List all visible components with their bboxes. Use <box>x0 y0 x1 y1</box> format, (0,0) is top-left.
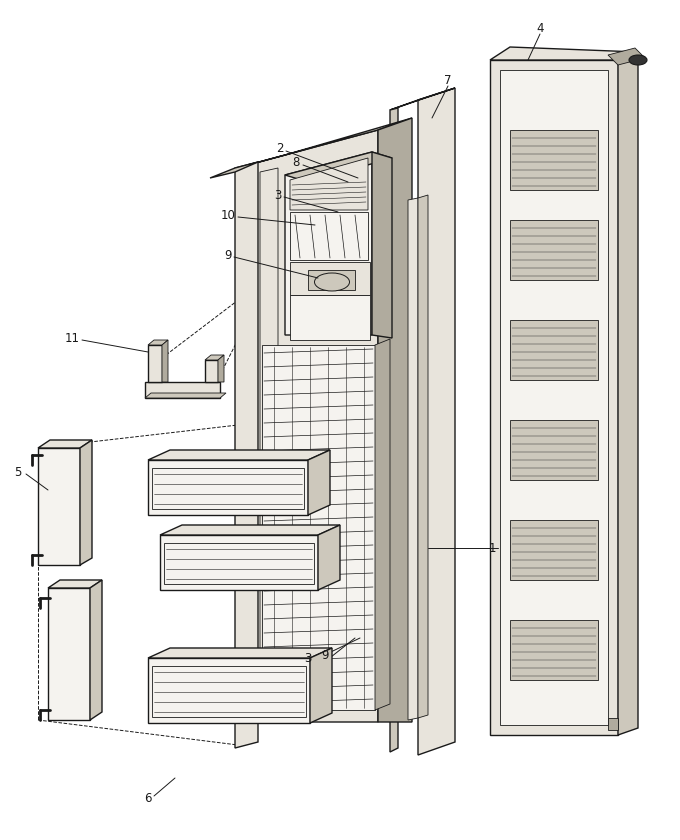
Polygon shape <box>90 580 102 720</box>
Text: 4: 4 <box>537 22 544 34</box>
Text: 9: 9 <box>224 249 232 261</box>
Polygon shape <box>510 220 598 280</box>
Text: 7: 7 <box>444 74 452 87</box>
Polygon shape <box>160 525 340 535</box>
Polygon shape <box>260 168 278 718</box>
Polygon shape <box>48 580 102 588</box>
Polygon shape <box>48 588 90 720</box>
Text: 5: 5 <box>14 465 22 479</box>
Polygon shape <box>375 339 390 710</box>
Text: 3: 3 <box>274 188 282 202</box>
Polygon shape <box>148 450 330 460</box>
Polygon shape <box>148 345 162 382</box>
Text: 9: 9 <box>321 648 328 662</box>
Polygon shape <box>390 88 455 110</box>
Polygon shape <box>80 440 92 565</box>
Text: 11: 11 <box>65 332 80 344</box>
Polygon shape <box>162 340 168 382</box>
Polygon shape <box>148 648 332 658</box>
Polygon shape <box>310 648 332 723</box>
Polygon shape <box>608 48 645 65</box>
Polygon shape <box>608 718 618 730</box>
Polygon shape <box>285 152 372 335</box>
Text: 8: 8 <box>292 155 300 169</box>
Polygon shape <box>510 520 598 580</box>
Text: 6: 6 <box>144 791 152 805</box>
Polygon shape <box>218 355 224 382</box>
Polygon shape <box>510 320 598 380</box>
Polygon shape <box>390 108 398 752</box>
Polygon shape <box>145 393 226 398</box>
Polygon shape <box>148 658 310 723</box>
Polygon shape <box>160 535 318 590</box>
Polygon shape <box>145 382 220 398</box>
Polygon shape <box>290 212 368 260</box>
Polygon shape <box>210 162 258 178</box>
Polygon shape <box>618 52 638 735</box>
Polygon shape <box>148 460 308 515</box>
Polygon shape <box>500 70 608 725</box>
Polygon shape <box>490 60 618 735</box>
Polygon shape <box>38 440 92 448</box>
Polygon shape <box>408 198 418 720</box>
Polygon shape <box>418 88 455 755</box>
Text: 10: 10 <box>220 208 235 222</box>
Polygon shape <box>510 420 598 480</box>
Polygon shape <box>290 295 370 340</box>
Polygon shape <box>510 130 598 190</box>
Polygon shape <box>490 47 638 60</box>
Polygon shape <box>372 152 392 338</box>
Polygon shape <box>262 345 375 710</box>
Polygon shape <box>308 450 330 515</box>
Polygon shape <box>248 118 412 165</box>
Polygon shape <box>205 355 224 360</box>
Polygon shape <box>285 152 392 182</box>
Polygon shape <box>290 158 368 210</box>
Text: 2: 2 <box>276 141 284 155</box>
Polygon shape <box>378 118 412 722</box>
Polygon shape <box>205 360 218 382</box>
Ellipse shape <box>629 55 647 65</box>
Text: 1: 1 <box>488 542 496 554</box>
Polygon shape <box>418 195 428 718</box>
Polygon shape <box>248 130 378 722</box>
Polygon shape <box>148 340 168 345</box>
Polygon shape <box>235 162 258 748</box>
Text: 3: 3 <box>305 652 311 664</box>
Ellipse shape <box>314 273 350 291</box>
Polygon shape <box>318 525 340 590</box>
Polygon shape <box>38 448 80 565</box>
Polygon shape <box>510 620 598 680</box>
Polygon shape <box>308 270 355 290</box>
Polygon shape <box>290 262 370 295</box>
